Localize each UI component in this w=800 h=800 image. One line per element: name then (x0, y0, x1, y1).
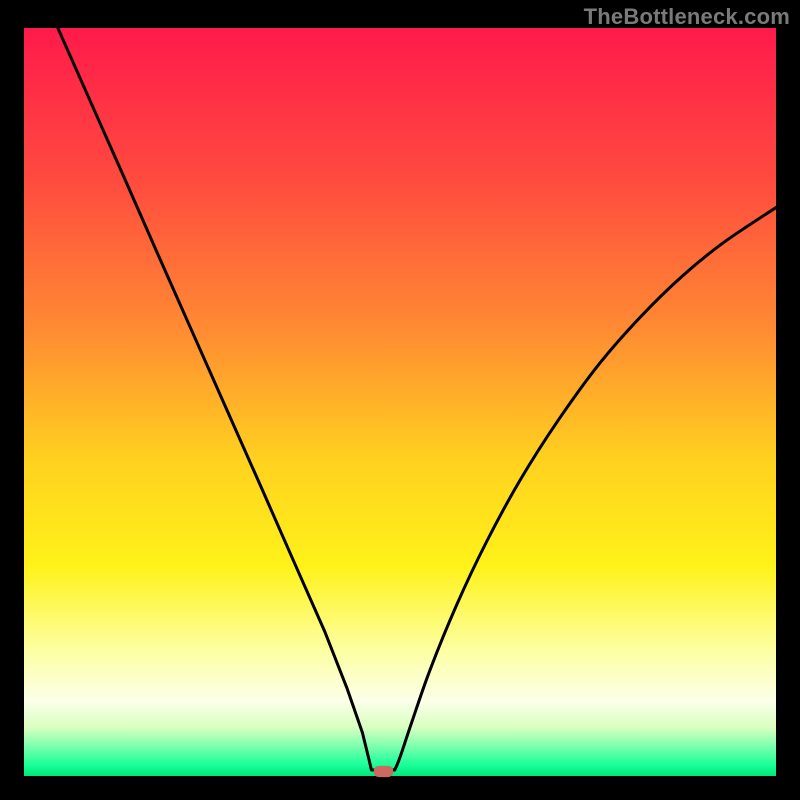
bottleneck-curve-chart (0, 0, 800, 800)
watermark-text: TheBottleneck.com (584, 4, 790, 30)
optimal-point-marker (374, 766, 394, 777)
chart-gradient-background (24, 28, 776, 776)
chart-container: TheBottleneck.com (0, 0, 800, 800)
